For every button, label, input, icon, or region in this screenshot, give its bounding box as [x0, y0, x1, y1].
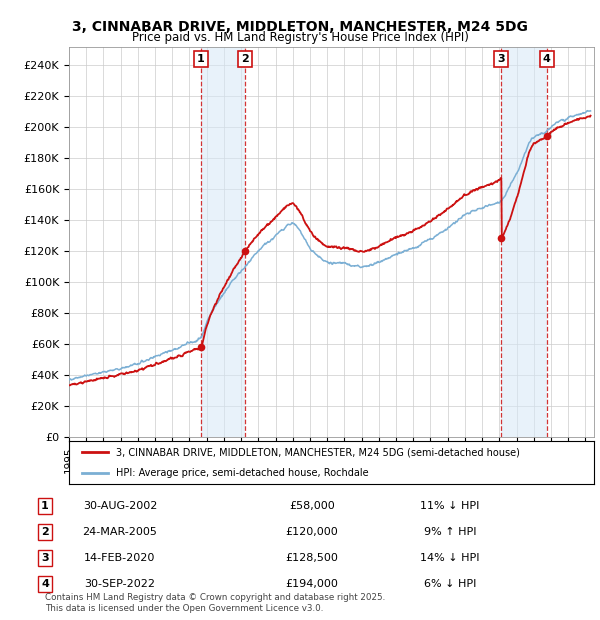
Text: 3: 3: [41, 553, 49, 563]
Text: 3: 3: [497, 54, 505, 64]
Text: 9% ↑ HPI: 9% ↑ HPI: [424, 527, 476, 537]
Bar: [201, 46, 245, 437]
Text: 4: 4: [41, 579, 49, 589]
Text: 4: 4: [543, 54, 551, 64]
Text: 6% ↓ HPI: 6% ↓ HPI: [424, 579, 476, 589]
Text: £58,000: £58,000: [289, 501, 335, 511]
Text: £120,000: £120,000: [286, 527, 338, 537]
Text: 1: 1: [197, 54, 205, 64]
Text: 30-AUG-2002: 30-AUG-2002: [83, 501, 157, 511]
Text: Price paid vs. HM Land Registry's House Price Index (HPI): Price paid vs. HM Land Registry's House …: [131, 31, 469, 44]
Text: 11% ↓ HPI: 11% ↓ HPI: [421, 501, 479, 511]
Text: 3, CINNABAR DRIVE, MIDDLETON, MANCHESTER, M24 5DG (semi-detached house): 3, CINNABAR DRIVE, MIDDLETON, MANCHESTER…: [116, 448, 520, 458]
Text: 14-FEB-2020: 14-FEB-2020: [85, 553, 155, 563]
Text: 3, CINNABAR DRIVE, MIDDLETON, MANCHESTER, M24 5DG: 3, CINNABAR DRIVE, MIDDLETON, MANCHESTER…: [72, 20, 528, 34]
Text: Contains HM Land Registry data © Crown copyright and database right 2025.
This d: Contains HM Land Registry data © Crown c…: [45, 593, 385, 613]
Text: 1: 1: [41, 501, 49, 511]
Text: 24-MAR-2005: 24-MAR-2005: [83, 527, 157, 537]
Text: 2: 2: [241, 54, 249, 64]
Text: 14% ↓ HPI: 14% ↓ HPI: [420, 553, 480, 563]
Text: £194,000: £194,000: [286, 579, 338, 589]
Text: £128,500: £128,500: [286, 553, 338, 563]
Text: HPI: Average price, semi-detached house, Rochdale: HPI: Average price, semi-detached house,…: [116, 467, 369, 477]
Bar: [502, 46, 547, 437]
Text: 30-SEP-2022: 30-SEP-2022: [85, 579, 155, 589]
Text: 2: 2: [41, 527, 49, 537]
